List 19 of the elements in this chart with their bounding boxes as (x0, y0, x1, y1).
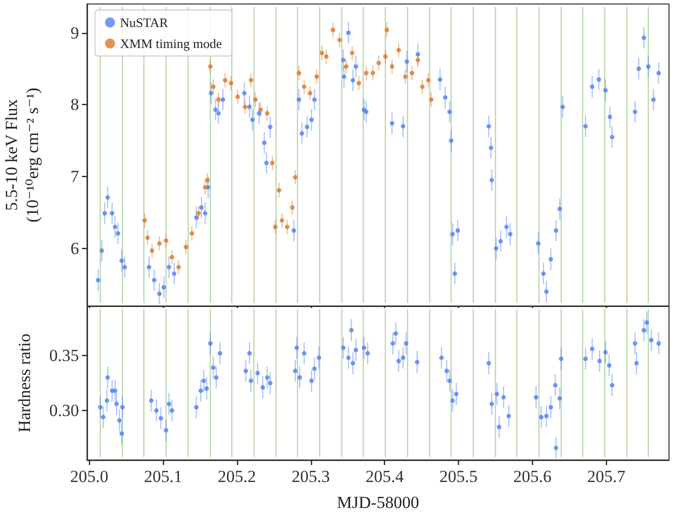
y-tick-label: 0.35 (49, 346, 79, 365)
x-tick-label: 205.1 (144, 467, 182, 486)
x-tick-label: 205.0 (70, 467, 108, 486)
x-tick-label: 205.3 (292, 467, 330, 486)
x-tick-label: 205.7 (587, 467, 626, 486)
y-tick-label: 0.30 (49, 401, 79, 420)
legend-label: NuSTAR (120, 15, 168, 30)
legend-label: XMM timing mode (120, 36, 222, 51)
y-axis-title: Hardness ratio (15, 334, 34, 432)
x-axis-title: MJD-58000 (336, 493, 420, 512)
y-tick-label: 6 (70, 238, 79, 258)
x-tick-label: 205.2 (218, 467, 256, 486)
x-tick-label: 205.6 (513, 467, 552, 486)
x-tick-label: 205.4 (366, 467, 404, 486)
y-tick-label: 9 (70, 23, 79, 42)
y-axis-title: 5.5-10 keV Flux (10⁻¹⁰erg cm⁻² s⁻¹) (2, 88, 42, 222)
y-tick-label: 7 (70, 167, 80, 186)
x-tick-label: 205.5 (439, 467, 478, 486)
y-tick-label: 8 (70, 95, 79, 114)
